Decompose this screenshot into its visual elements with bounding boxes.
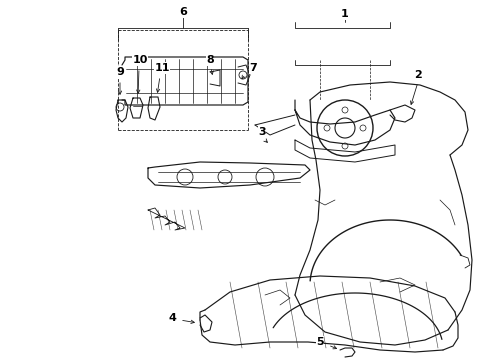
Text: 5: 5 [316, 337, 324, 347]
Text: 9: 9 [116, 67, 124, 77]
Text: 7: 7 [249, 63, 257, 73]
Text: 1: 1 [341, 9, 349, 19]
Text: 3: 3 [258, 127, 266, 137]
Text: 2: 2 [414, 70, 422, 80]
Text: 10: 10 [132, 55, 147, 65]
Text: 11: 11 [154, 63, 170, 73]
Text: 8: 8 [206, 55, 214, 65]
Text: 6: 6 [179, 7, 187, 17]
Text: 4: 4 [168, 313, 176, 323]
